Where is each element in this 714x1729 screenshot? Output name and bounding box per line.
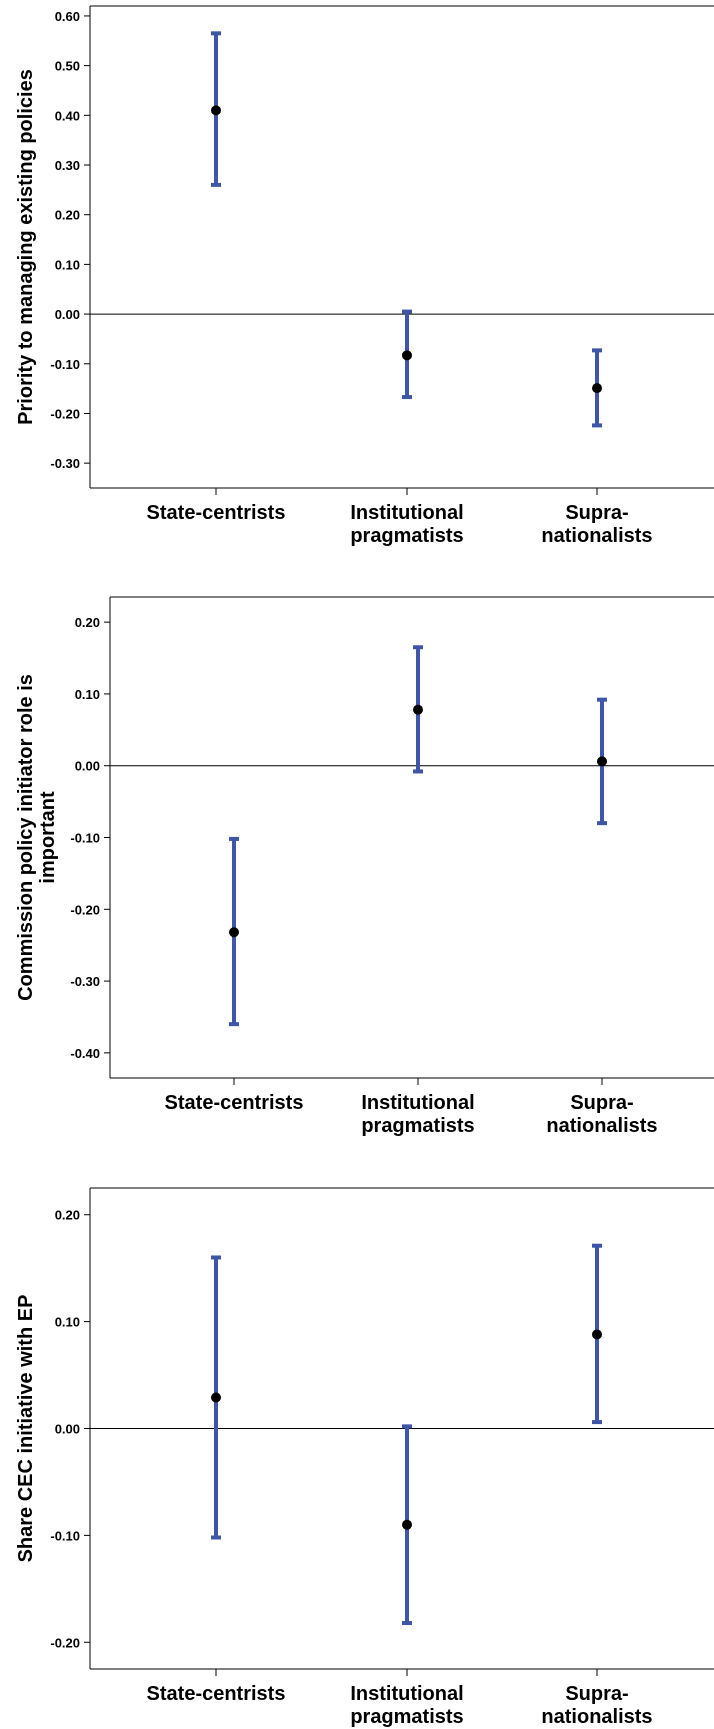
mean-point [211, 105, 221, 116]
mean-point [413, 704, 423, 715]
y-tick-label: 0.10 [75, 687, 100, 702]
category-label: State-centrists [165, 1092, 304, 1114]
chart-panel-1: 0.60 0.50 0.40 0.30 0.20 0.10 0.00 -0.10 -0.20 -0… [15, 5, 714, 547]
y-tick-label: 0.10 [55, 257, 80, 272]
y-tick-label: 0.20 [55, 208, 80, 223]
mean-point [592, 383, 602, 394]
mean-point [229, 927, 239, 938]
y-tick-label: 0.30 [55, 158, 80, 173]
y-axis-label: Share CEC initiative with EP [15, 1295, 37, 1563]
y-tick-label: -0.30 [50, 456, 80, 471]
mean-point [597, 756, 607, 767]
category-label: Institutional pragmatists [361, 1092, 474, 1137]
category-label: Institutional pragmatists [350, 1683, 463, 1728]
chart-panel-2: 0.20 0.10 0.00 -0.10 -0.20 -0.30 -0.40 State-ce… [15, 596, 714, 1137]
y-tick-label: -0.40 [70, 1046, 100, 1061]
y-tick-label: -0.10 [50, 357, 80, 372]
mean-point [402, 350, 412, 361]
chart-panel-3: 0.20 0.10 0.00 -0.10 -0.20 State-centrists Ins… [15, 1187, 714, 1728]
mean-point [592, 1329, 602, 1340]
y-tick-label: 0.10 [55, 1315, 80, 1330]
y-tick-label: -0.20 [50, 1635, 80, 1650]
category-label: Supra-nationalists [541, 502, 652, 547]
mean-point [211, 1392, 221, 1403]
y-tick-label: 0.00 [55, 307, 80, 322]
y-tick-label: 0.20 [55, 1208, 80, 1223]
y-tick-label: 0.50 [55, 59, 80, 74]
y-axis-label: Priority to managing existing policies [15, 69, 37, 425]
y-tick-label: 0.00 [55, 1422, 80, 1437]
y-tick-label: 0.20 [75, 615, 100, 630]
y-tick-label: -0.30 [70, 974, 100, 989]
category-label: State-centrists [147, 1683, 286, 1705]
y-axis-label: Commission policy initiator role isimpor… [15, 674, 59, 1001]
category-label: Institutional pragmatists [350, 502, 463, 547]
y-tick-label: 0.60 [55, 9, 80, 24]
y-tick-label: -0.10 [70, 831, 100, 846]
y-tick-label: -0.10 [50, 1528, 80, 1543]
y-tick-label: -0.20 [50, 406, 80, 421]
y-tick-label: 0.00 [75, 759, 100, 774]
category-label: Supra-nationalists [546, 1092, 657, 1137]
category-label: State-centrists [147, 502, 286, 524]
y-tick-label: 0.40 [55, 108, 80, 123]
mean-point [402, 1519, 412, 1530]
category-label: Supra-nationalists [541, 1683, 652, 1728]
y-tick-label: -0.20 [70, 902, 100, 917]
